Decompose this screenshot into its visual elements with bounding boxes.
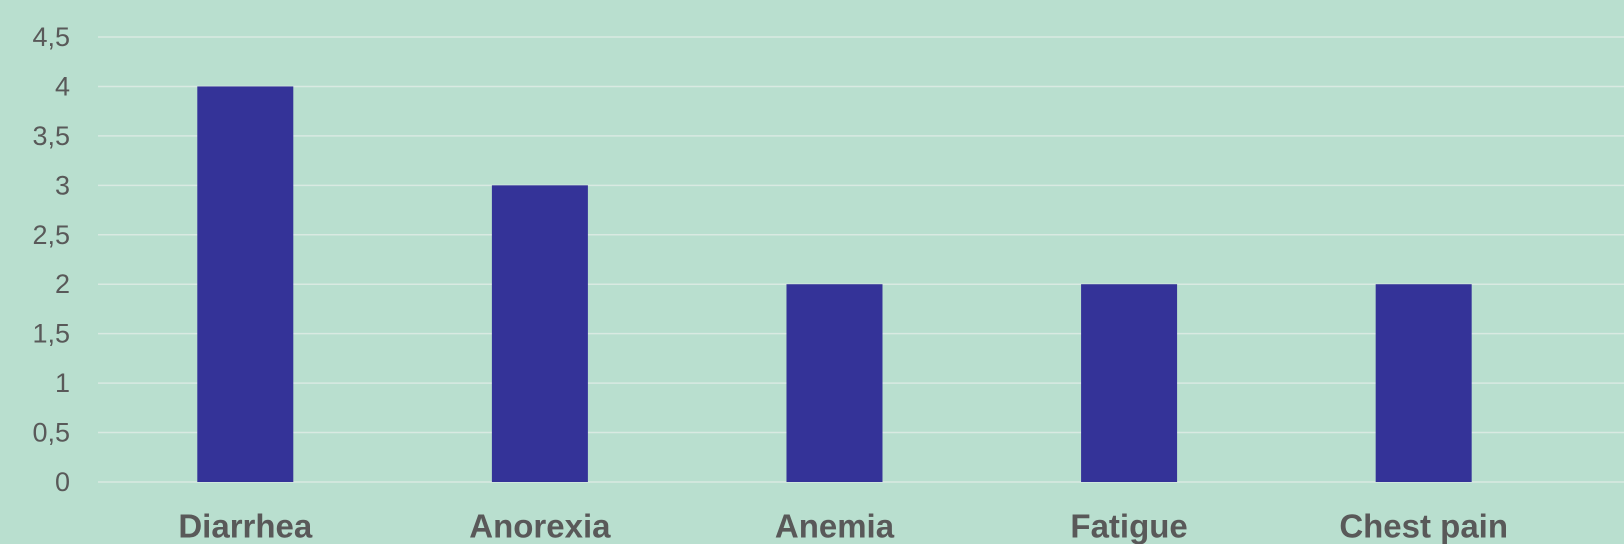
bar-anorexia — [491, 185, 588, 483]
y-tick-label: 1 — [55, 368, 70, 398]
x-category-label: Diarrhea — [178, 508, 313, 544]
y-tick-label: 1,5 — [32, 319, 70, 349]
x-category-label: Fatigue — [1070, 508, 1187, 544]
y-tick-label: 3 — [55, 170, 70, 200]
y-tick-label: 2 — [55, 269, 70, 299]
x-category-label: Chest pain — [1339, 508, 1508, 544]
x-axis-category-labels: Diarrhea Anorexia Anemia Fatigue Chest pain — [178, 508, 1508, 544]
y-axis-tick-labels: 0 0,5 1 1,5 2 2,5 3 3,5 4 4,5 — [32, 22, 70, 497]
y-tick-label: 0 — [55, 467, 70, 497]
y-tick-label: 4 — [55, 71, 70, 101]
x-category-label: Anemia — [775, 508, 895, 544]
bar-diarrhea — [197, 86, 294, 482]
bar-chest-pain — [1375, 284, 1472, 482]
y-tick-label: 2,5 — [32, 220, 70, 250]
y-tick-label: 3,5 — [32, 121, 70, 151]
x-category-label: Anorexia — [469, 508, 611, 544]
bars — [197, 86, 1472, 483]
y-tick-label: 0,5 — [32, 418, 70, 448]
y-tick-label: 4,5 — [32, 22, 70, 52]
bar-fatigue — [1081, 284, 1178, 482]
bar-anemia — [786, 284, 883, 482]
